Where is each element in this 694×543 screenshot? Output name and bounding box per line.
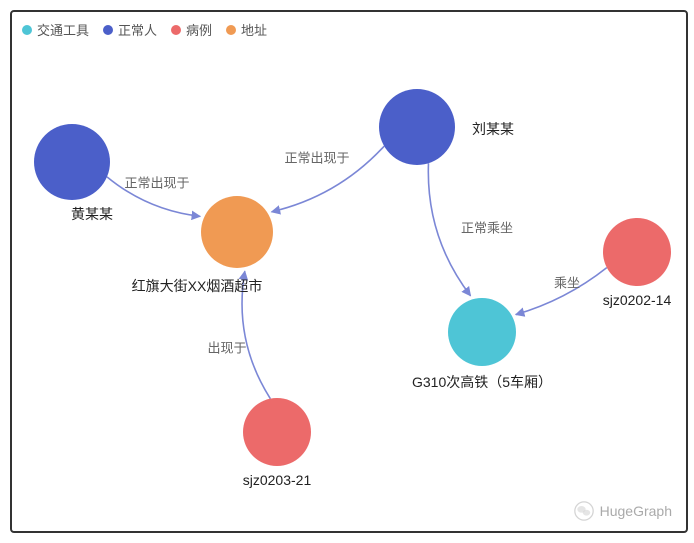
- node-label: 刘某某: [472, 119, 514, 139]
- watermark-text: HugeGraph: [600, 503, 672, 519]
- edge-label: 乘坐: [554, 273, 580, 292]
- node-label: G310次高铁（5车厢）: [412, 372, 552, 392]
- node-shop[interactable]: [201, 196, 273, 268]
- graph-container: 交通工具正常人病例地址 正常出现于正常出现于正常乘坐乘坐出现于黄某某刘某某红旗大…: [10, 10, 688, 533]
- node-sjz0202[interactable]: [603, 218, 671, 286]
- edge-label: 正常乘坐: [461, 218, 513, 237]
- graph-svg: [12, 12, 686, 531]
- edge-label: 正常出现于: [124, 173, 189, 192]
- node-train[interactable]: [448, 298, 516, 366]
- wechat-icon: [574, 501, 594, 521]
- watermark: HugeGraph: [574, 501, 672, 521]
- node-label: sjz0203-21: [243, 472, 312, 488]
- edge-label: 出现于: [207, 338, 246, 357]
- edge-label: 正常出现于: [284, 148, 349, 167]
- node-label: sjz0202-14: [603, 292, 672, 308]
- node-sjz0203[interactable]: [243, 398, 311, 466]
- node-liu[interactable]: [379, 89, 455, 165]
- node-label: 红旗大街XX烟酒超市: [132, 276, 263, 296]
- node-huang[interactable]: [34, 124, 110, 200]
- node-label: 黄某某: [71, 204, 113, 224]
